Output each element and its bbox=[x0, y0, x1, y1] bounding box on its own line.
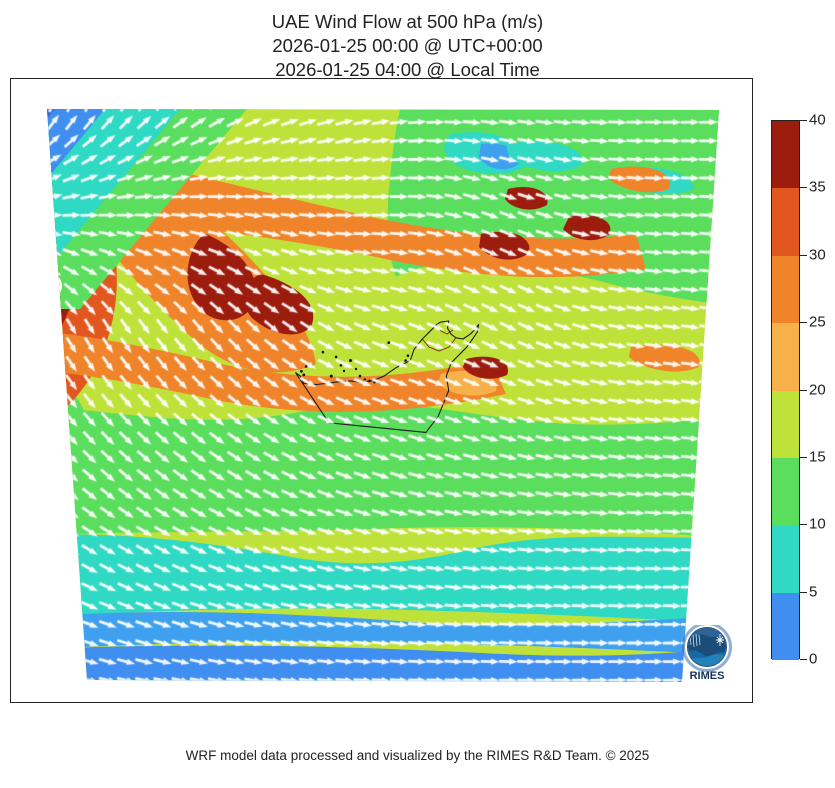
svg-text:RIMES: RIMES bbox=[690, 670, 725, 682]
